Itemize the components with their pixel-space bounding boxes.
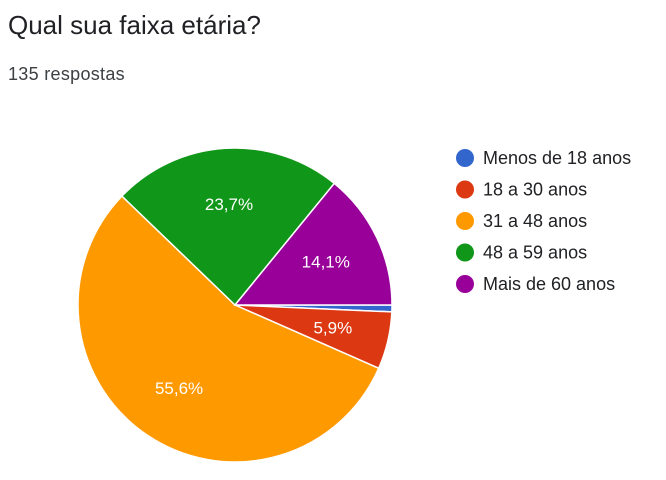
- slice-labels: 5,9% 55,6% 23,7% 14,1%: [155, 195, 352, 398]
- slice-label-4: 14,1%: [302, 252, 350, 271]
- legend-label-1[interactable]: 18 a 30 anos: [483, 180, 587, 200]
- legend-label-0[interactable]: Menos de 18 anos: [483, 148, 631, 168]
- question-title: Qual sua faixa etária?: [8, 10, 261, 40]
- legend-label-4[interactable]: Mais de 60 anos: [483, 274, 615, 294]
- slice-label-2: 55,6%: [155, 379, 203, 398]
- legend-marker-2: [456, 212, 474, 230]
- pie-slices: [77, 147, 393, 463]
- legend-marker-3: [456, 243, 474, 262]
- chart-legend: Menos de 18 anos 18 a 30 anos 31 a 48 anos…: [456, 148, 631, 294]
- legend-marker-1: [456, 180, 474, 199]
- response-count: 135 respostas: [8, 64, 125, 84]
- legend-marker-0: [456, 149, 474, 167]
- legend-label-3[interactable]: 48 a 59 anos: [483, 243, 587, 263]
- slice-label-1: 5,9%: [313, 318, 352, 337]
- legend-marker-4: [456, 275, 474, 293]
- pie-slice-4[interactable]: [233, 182, 393, 306]
- pie-slice-2[interactable]: [77, 195, 380, 463]
- legend-label-2[interactable]: 31 a 48 anos: [483, 211, 587, 231]
- pie-slice-3[interactable]: [120, 147, 336, 307]
- slice-label-3: 23,7%: [205, 195, 253, 214]
